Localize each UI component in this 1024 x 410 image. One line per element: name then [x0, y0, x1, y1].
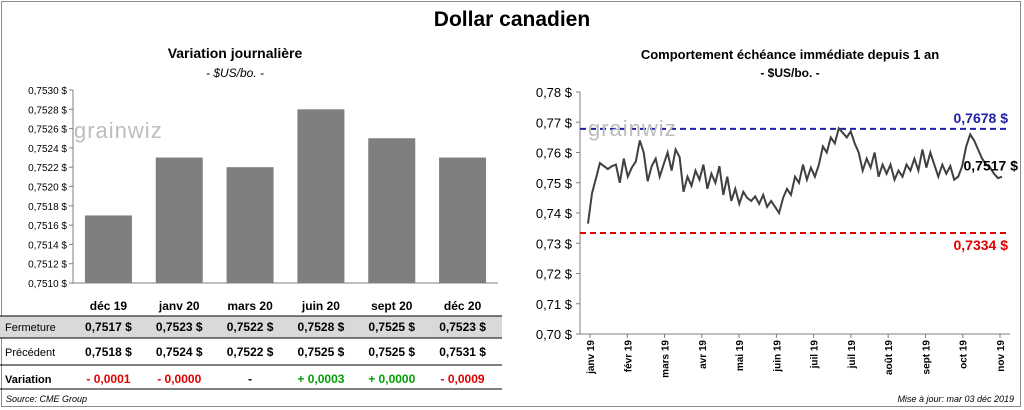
- y-tick-label: 0,7528 $: [28, 105, 67, 116]
- y-tick-label: 0,7516 $: [28, 221, 67, 232]
- table-row-band: [0, 316, 502, 338]
- y-tick-label: 0,70 $: [536, 327, 573, 342]
- x-tick-label: mars 19: [661, 340, 672, 378]
- table-cell: 0,7524 $: [156, 345, 203, 359]
- y-tick-label: 0,77 $: [536, 115, 573, 130]
- x-tick-label: juil 19: [847, 340, 858, 370]
- line-chart: 0,70 $ 0,71 $ 0,72 $ 0,73 $ 0,74 $ 0,75 $ 0,76…: [536, 85, 1019, 378]
- variation-cell: + 0,0000: [368, 372, 415, 386]
- x-tick-label: oct 19: [959, 340, 970, 369]
- last-value-label: 0,7517 $: [964, 158, 1019, 174]
- x-category-label: janv 20: [158, 299, 200, 313]
- variation-cell: + 0,0003: [297, 372, 344, 386]
- x-tick-label: juin 19: [772, 340, 783, 373]
- table-cell: 0,7518 $: [85, 345, 132, 359]
- variation-cell: - 0,0009: [441, 372, 485, 386]
- table-cell: 0,7517 $: [85, 320, 132, 334]
- bar-chart: 0,7510 $ 0,7512 $ 0,7514 $ 0,7516 $ 0,7518 $…: [28, 86, 498, 313]
- bar: [368, 138, 416, 283]
- y-tick-label: 0,7518 $: [28, 202, 67, 213]
- x-category-label: déc 19: [90, 299, 128, 313]
- updated-note: Mise à jour: mar 03 déc 2019: [897, 394, 1014, 404]
- bar: [297, 109, 345, 283]
- x-tick-label: janv 19: [586, 340, 597, 375]
- source-note: Source: CME Group: [6, 394, 88, 404]
- x-tick-label: juil 19: [810, 340, 821, 370]
- high-reference-label: 0,7678 $: [954, 110, 1009, 126]
- table-cell: 0,7523 $: [156, 320, 203, 334]
- x-tick-label: nov 19: [996, 340, 1007, 372]
- y-tick-label: 0,72 $: [536, 267, 573, 282]
- table-row-label: Précédent: [5, 347, 55, 359]
- price-series-line: [587, 126, 1003, 224]
- table-cell: 0,7522 $: [227, 320, 274, 334]
- left-chart-unit: - $US/bo. -: [205, 66, 265, 80]
- x-category-label: déc 20: [444, 299, 482, 313]
- bar: [84, 215, 132, 283]
- y-tick-label: 0,7526 $: [28, 125, 67, 136]
- x-category-label: mars 20: [227, 299, 273, 313]
- x-tick-label: sept 19: [921, 340, 932, 375]
- y-tick-label: 0,78 $: [536, 85, 573, 100]
- x-tick-label: mai 19: [735, 340, 746, 372]
- variation-cell: -: [248, 372, 252, 386]
- variation-cell: - 0,0000: [157, 372, 201, 386]
- bar: [439, 157, 487, 283]
- table-cell: 0,7525 $: [368, 345, 415, 359]
- table-cell: 0,7528 $: [298, 320, 345, 334]
- table-cell: 0,7522 $: [227, 345, 274, 359]
- x-tick-label: août 19: [884, 340, 895, 375]
- x-tick-label: févr 19: [623, 340, 634, 373]
- y-tick-label: 0,73 $: [536, 236, 573, 251]
- y-tick-label: 0,7510 $: [28, 279, 67, 290]
- bar: [155, 157, 203, 283]
- bar: [226, 167, 274, 283]
- watermark-text: grainwiz: [74, 118, 163, 143]
- y-tick-label: 0,7512 $: [28, 260, 67, 271]
- table-cell: 0,7525 $: [368, 320, 415, 334]
- table-cell: 0,7525 $: [298, 345, 345, 359]
- y-tick-label: 0,76 $: [536, 146, 573, 161]
- y-tick-label: 0,75 $: [536, 176, 573, 191]
- x-category-label: sept 20: [371, 299, 413, 313]
- x-category-label: juin 20: [301, 299, 340, 313]
- table-cell: 0,7531 $: [439, 345, 486, 359]
- variation-cell: - 0,0001: [86, 372, 130, 386]
- y-tick-label: 0,7524 $: [28, 144, 67, 155]
- watermark-right: grainwiz: [588, 116, 677, 142]
- y-tick-label: 0,71 $: [536, 297, 573, 312]
- y-tick-label: 0,7530 $: [28, 86, 67, 97]
- page-title: Dollar canadien: [433, 8, 591, 31]
- right-chart-title: Comportement échéance immédiate depuis 1…: [640, 47, 940, 62]
- left-chart-title: Variation journalière: [167, 45, 303, 61]
- data-table: Fermeture 0,7517 $ 0,7523 $ 0,7522 $ 0,7528 …: [0, 315, 502, 390]
- y-tick-label: 0,74 $: [536, 206, 573, 221]
- table-cell: 0,7523 $: [439, 320, 486, 334]
- y-tick-label: 0,7522 $: [28, 163, 67, 174]
- table-row-label: Fermeture: [5, 322, 56, 334]
- x-tick-label: avr 19: [698, 340, 709, 369]
- right-chart-unit: - $US/bo. -: [760, 66, 820, 80]
- table-row-label: Variation: [5, 374, 52, 386]
- y-tick-label: 0,7520 $: [28, 183, 67, 194]
- low-reference-label: 0,7334 $: [954, 237, 1009, 253]
- watermark-left: grainwiz: [74, 118, 163, 144]
- y-tick-label: 0,7514 $: [28, 240, 67, 251]
- watermark-text: grainwiz: [588, 116, 677, 141]
